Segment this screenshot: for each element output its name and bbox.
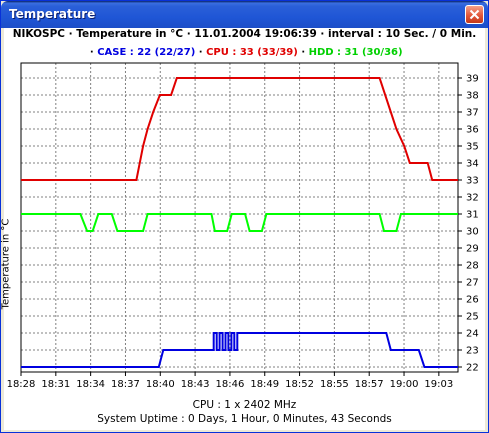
window-title: Temperature	[9, 7, 96, 21]
y-tick-label: 30	[466, 227, 479, 238]
y-tick-label: 22	[466, 363, 479, 374]
y-tick-label: 38	[466, 91, 479, 102]
x-tick-label: 18:31	[41, 379, 70, 390]
x-tick-label: 18:55	[320, 379, 349, 390]
chart-area: NIKOSPC · Temperature in °C · 11.01.2004…	[1, 28, 485, 430]
legend-cpu: CPU : 33 (33/39)	[206, 47, 298, 58]
x-tick-label: 19:00	[390, 379, 419, 390]
x-tick-label: 19:03	[424, 379, 453, 390]
chart-series	[21, 77, 458, 368]
close-icon	[469, 9, 480, 20]
chart-header: NIKOSPC · Temperature in °C · 11.01.2004…	[12, 28, 477, 40]
y-tick-label: 29	[466, 244, 479, 255]
y-tick-label: 28	[466, 261, 479, 272]
x-tick-labels: 18:28 18:31 18:34 18:37 18:40 18:43 18:46 18:49…	[7, 379, 454, 390]
legend-hdd: HDD : 31 (30/36)	[308, 47, 403, 58]
chart-legend: · CASE : 22 (22/27) · CPU : 33 (33/39) ·…	[4, 47, 485, 58]
legend-sep-mid: ·	[195, 47, 207, 58]
y-tick-label: 35	[466, 142, 479, 153]
legend-sep-right: ·	[297, 47, 309, 58]
y-tick-label: 26	[466, 295, 479, 306]
close-button[interactable]	[465, 5, 484, 24]
x-tick-label: 18:34	[76, 379, 105, 390]
y-tick-label: 36	[466, 125, 479, 136]
plot-frame	[20, 62, 459, 373]
chart-grid	[21, 63, 458, 372]
legend-sep-left: ·	[86, 47, 98, 58]
x-tick-label: 18:28	[7, 379, 36, 390]
y-tick-label: 33	[466, 176, 479, 187]
y-tick-label: 25	[466, 312, 479, 323]
y-tick-label: 37	[466, 108, 479, 119]
y-tick-label: 31	[466, 210, 479, 221]
y-tick-label: 34	[466, 159, 479, 170]
y-tick-label: 39	[466, 74, 479, 85]
x-tick-label: 18:46	[216, 379, 245, 390]
x-tick-label: 18:52	[285, 379, 314, 390]
x-tick-label: 18:40	[146, 379, 175, 390]
legend-case: CASE : 22 (22/27)	[97, 47, 196, 58]
y-tick-label: 27	[466, 278, 479, 289]
y-tick-labels: 22 23 24 25 26 27 28 29 30 31 32 33 34 35 36 37 38 39	[466, 74, 479, 374]
x-tick-label: 18:37	[111, 379, 140, 390]
x-tick-label: 18:49	[250, 379, 279, 390]
title-bar[interactable]: Temperature	[1, 1, 488, 28]
temperature-chart: 22 23 24 25 26 27 28 29 30 31 32 33 34 35 36 37 38 39 18:…	[7, 62, 479, 390]
y-tick-label: 24	[466, 329, 479, 340]
system-uptime: System Uptime : 0 Days, 1 Hour, 0 Minute…	[97, 413, 392, 425]
series-line-cpu	[21, 77, 458, 181]
y-tick-label: 32	[466, 193, 479, 204]
series-line-hdd	[21, 213, 458, 232]
chart-frame	[20, 62, 462, 376]
series-line-case	[21, 332, 458, 368]
cpu-info: CPU : 1 x 2402 MHz	[192, 399, 297, 411]
x-tick-label: 18:43	[181, 379, 210, 390]
y-tick-label: 23	[466, 346, 479, 357]
x-tick-label: 18:57	[355, 379, 384, 390]
